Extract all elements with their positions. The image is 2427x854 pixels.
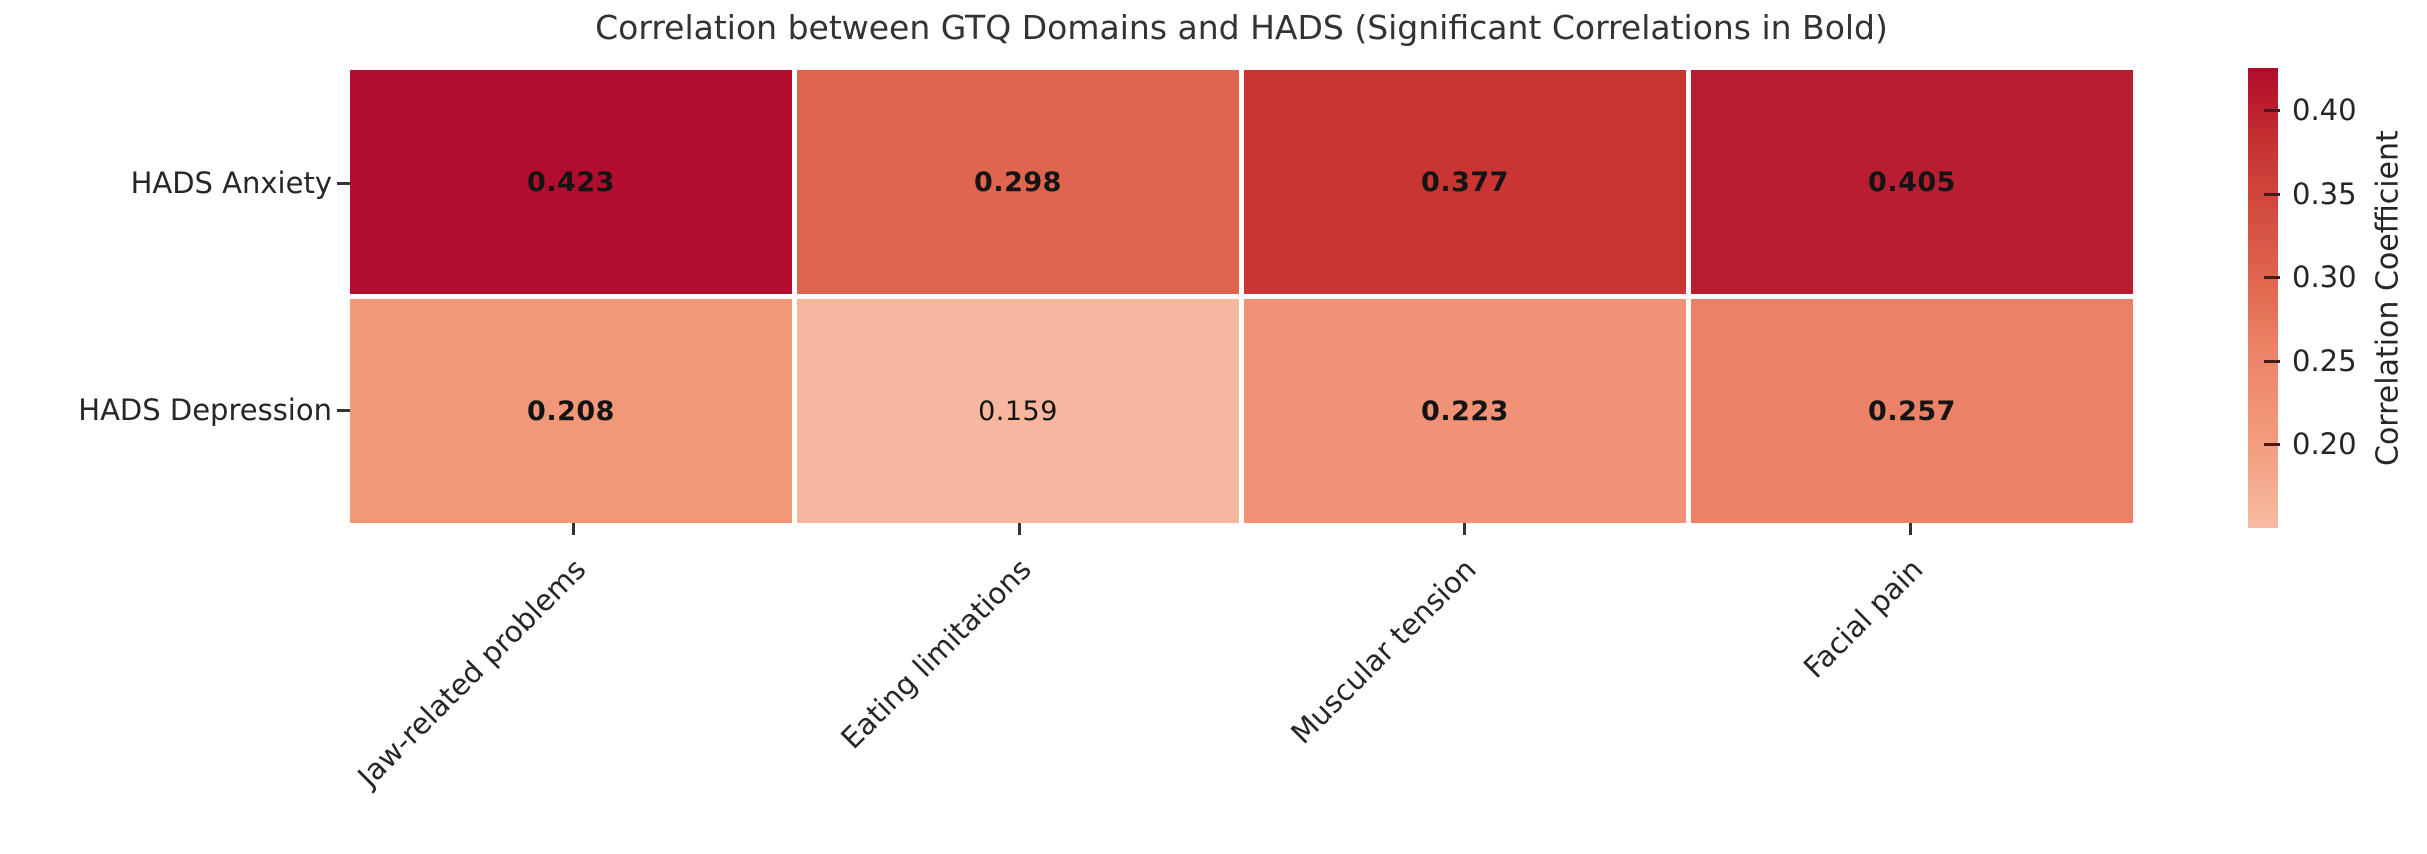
row-label: HADS Depression xyxy=(78,393,332,427)
x-tick-mark xyxy=(1909,523,1912,535)
heatmap-cell-r1-c3: 0.257 xyxy=(1691,299,2133,523)
heatmap-cell-r0-c1: 0.298 xyxy=(797,70,1239,294)
chart-title: Correlation between GTQ Domains and HADS… xyxy=(595,8,1888,47)
heatmap-cell-r1-c2: 0.223 xyxy=(1244,299,1686,523)
colorbar-tick-label: 0.35 xyxy=(2292,176,2357,211)
heatmap-cell-r1-c1: 0.159 xyxy=(797,299,1239,523)
x-tick-mark xyxy=(1018,523,1021,535)
colorbar-tick-label: 0.40 xyxy=(2292,93,2357,127)
heatmap-cell-r1-c0: 0.208 xyxy=(350,299,792,523)
colorbar-tick-mark xyxy=(2264,443,2280,446)
x-tick-mark xyxy=(572,523,575,535)
column-label: Muscular tension xyxy=(1284,552,1484,751)
heatmap-grid: 0.423 0.298 0.377 0.405 0.208 0.159 0.223 0.257 xyxy=(350,70,2133,523)
colorbar-gradient xyxy=(2248,68,2278,528)
colorbar-label: Correlation Coefficient xyxy=(2370,130,2406,466)
heatmap-cell-r0-c0: 0.423 xyxy=(350,70,792,294)
colorbar-tick-label: 0.25 xyxy=(2292,343,2357,378)
y-tick-mark xyxy=(337,182,350,185)
heatmap-cell-r0-c3: 0.405 xyxy=(1691,70,2133,294)
x-tick-mark xyxy=(1463,523,1466,535)
heatmap-cell-r0-c2: 0.377 xyxy=(1244,70,1686,294)
colorbar-tick-mark xyxy=(2264,192,2280,196)
column-label: Jaw-related problems xyxy=(350,552,593,794)
colorbar-tick-mark xyxy=(2264,109,2280,112)
column-label: Eating limitations xyxy=(834,552,1039,756)
column-label: Facial pain xyxy=(1796,552,1930,685)
row-label: HADS Anxiety xyxy=(130,166,332,200)
colorbar-tick-label: 0.20 xyxy=(2292,427,2357,461)
y-tick-mark xyxy=(337,409,350,412)
colorbar-tick-mark xyxy=(2264,359,2280,363)
colorbar-tick-mark xyxy=(2264,276,2280,279)
colorbar-tick-label: 0.30 xyxy=(2292,260,2357,294)
